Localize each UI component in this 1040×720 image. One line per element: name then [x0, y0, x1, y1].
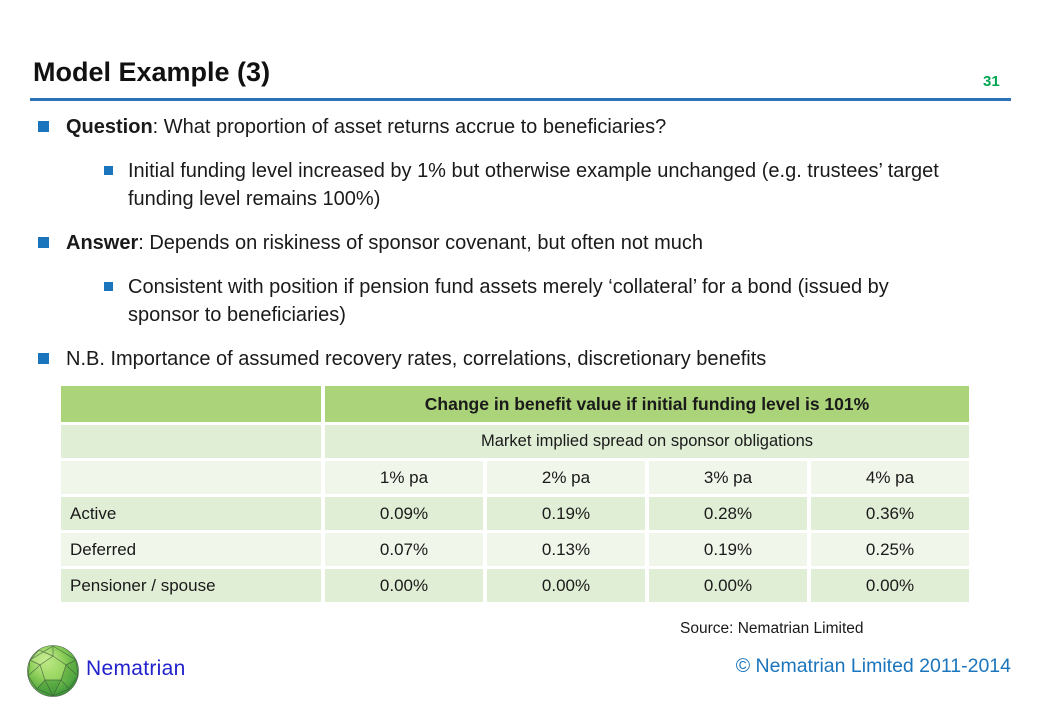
bullet-sub-funding: Initial funding level increased by 1% bu…	[104, 157, 1010, 213]
brand-name: Nematrian	[86, 657, 186, 680]
bullet-square-icon	[38, 353, 49, 364]
slide-title: Model Example (3)	[33, 57, 271, 87]
cell-value: 0.28%	[649, 497, 807, 530]
cell-value: 0.00%	[487, 569, 645, 602]
cell-value: 0.09%	[325, 497, 483, 530]
bullet-rest: Initial funding level increased by 1% bu…	[128, 160, 939, 210]
bullet-text: Consistent with position if pension fund…	[128, 273, 958, 329]
cell-value: 0.13%	[487, 533, 645, 566]
bullet-square-icon	[38, 121, 49, 132]
benefit-value-table: Change in benefit value if initial fundi…	[57, 383, 973, 605]
bullet-list: Question: What proportion of asset retur…	[0, 113, 1010, 389]
table-row: Deferred 0.07% 0.13% 0.19% 0.25%	[61, 533, 969, 566]
table-corner-cell	[61, 386, 321, 422]
bullet-rest: : What proportion of asset returns accru…	[152, 116, 667, 138]
row-label: Active	[61, 497, 321, 530]
bullet-sub-collateral: Consistent with position if pension fund…	[104, 273, 1010, 329]
bullet-bold-lead: Question	[66, 116, 153, 138]
table-source-note: Source: Nematrian Limited	[680, 620, 864, 637]
cell-value: 0.36%	[811, 497, 969, 530]
table-title-cell: Change in benefit value if initial fundi…	[325, 386, 969, 422]
bullet-nb: N.B. Importance of assumed recovery rate…	[38, 345, 1010, 373]
cell-value: 0.07%	[325, 533, 483, 566]
bullet-square-icon	[38, 237, 49, 248]
col-header: 3% pa	[649, 461, 807, 494]
col-header: 2% pa	[487, 461, 645, 494]
row-label: Pensioner / spouse	[61, 569, 321, 602]
cell-value: 0.19%	[649, 533, 807, 566]
table-row: Pensioner / spouse 0.00% 0.00% 0.00% 0.0…	[61, 569, 969, 602]
col-header: 1% pa	[325, 461, 483, 494]
col-header: 4% pa	[811, 461, 969, 494]
table-empty-cell	[61, 461, 321, 494]
copyright-notice: © Nematrian Limited 2011-2014	[735, 655, 1011, 677]
bullet-square-icon	[104, 282, 113, 291]
table-empty-cell	[61, 425, 321, 458]
bullet-text: N.B. Importance of assumed recovery rate…	[66, 345, 766, 373]
bullet-rest: N.B. Importance of assumed recovery rate…	[66, 348, 767, 370]
bullet-text: Question: What proportion of asset retur…	[66, 113, 666, 141]
cell-value: 0.00%	[649, 569, 807, 602]
bullet-question: Question: What proportion of asset retur…	[38, 113, 1010, 141]
bullet-answer: Answer: Depends on riskiness of sponsor …	[38, 229, 1010, 257]
table-subtitle-row: Market implied spread on sponsor obligat…	[61, 425, 969, 458]
cell-value: 0.25%	[811, 533, 969, 566]
table-column-header-row: 1% pa 2% pa 3% pa 4% pa	[61, 461, 969, 494]
cell-value: 0.19%	[487, 497, 645, 530]
table-row: Active 0.09% 0.19% 0.28% 0.36%	[61, 497, 969, 530]
bullet-rest: : Depends on riskiness of sponsor covena…	[138, 232, 704, 254]
title-rule	[30, 98, 1011, 101]
page-number: 31	[983, 73, 1000, 90]
row-label: Deferred	[61, 533, 321, 566]
nematrian-logo-icon	[27, 645, 79, 697]
bullet-text: Initial funding level increased by 1% bu…	[128, 157, 958, 213]
bullet-text: Answer: Depends on riskiness of sponsor …	[66, 229, 703, 257]
bullet-square-icon	[104, 166, 113, 175]
table-subtitle-cell: Market implied spread on sponsor obligat…	[325, 425, 969, 458]
cell-value: 0.00%	[811, 569, 969, 602]
table-title-row: Change in benefit value if initial fundi…	[61, 386, 969, 422]
cell-value: 0.00%	[325, 569, 483, 602]
bullet-bold-lead: Answer	[66, 232, 139, 254]
bullet-rest: Consistent with position if pension fund…	[128, 276, 889, 326]
